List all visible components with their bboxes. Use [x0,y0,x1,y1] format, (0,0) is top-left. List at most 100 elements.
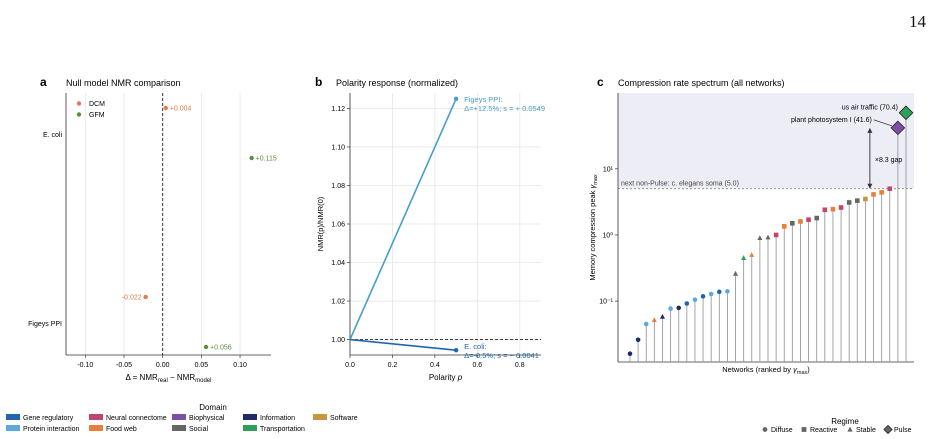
gap-arrow-head-top [867,127,873,133]
data-point [692,297,698,302]
data-point [749,252,755,257]
legend-label: DCM [89,101,105,108]
data-point [846,200,852,205]
domain-label: Information [260,415,295,422]
data-point [863,196,868,202]
threshold-label: next non-Pulse: c. elegans soma (5.0) [621,181,739,188]
y-tick-label: 10⁻¹ [599,299,613,306]
y-tick-label: 1.12 [331,106,345,113]
x-axis-label: Polarity p [429,373,463,382]
data-point [822,207,828,213]
domain-swatch [243,425,257,431]
series-annotation: E. coli: [464,342,487,351]
data-point [879,190,884,195]
data-point [627,351,633,357]
data-point [708,291,714,297]
data-point [781,224,787,229]
regime-marker [883,424,893,435]
domain-legend: Domain Gene regulatory Protein interactio… [6,403,358,433]
y-tick-label: 1.00 [331,337,345,344]
data-point [716,289,722,295]
panel-c-title: Compression rate spectrum (all networks) [618,78,785,88]
data-point [635,337,641,343]
data-label: +0.004 [170,106,192,113]
domain-swatch [172,425,186,431]
data-point [871,192,876,197]
y-category-label: E. coli [43,132,63,139]
panel-a-title: Null model NMR comparison [66,78,181,88]
regime-legend-title: Regime [831,417,859,426]
data-point [830,206,836,212]
data-point [684,301,690,306]
data-label: +0.056 [210,345,232,352]
x-tick-label: 0.2 [388,362,398,369]
y-category-label: Figeys PPI [28,321,62,328]
data-point [757,235,763,241]
domain-swatch [89,414,103,420]
domain-swatch [6,414,20,420]
x-tick-label: 0.8 [515,362,525,369]
pulse-region-shade [618,93,914,189]
domain-swatch [172,414,186,420]
series-endpoint [453,96,459,101]
data-point [790,221,795,226]
regime-label: Diffuse [771,427,793,434]
panel-a-chart: -0.10 -0.05 0.00 0.05 0.10 E. coli Figeys PPI +… [28,93,277,384]
data-point [890,120,906,136]
domain-swatch [313,414,327,420]
data-point [773,232,779,238]
annotation-label: plant photosystem I (41.6) [791,117,872,124]
regime-label: Pulse [894,427,912,434]
series-annotation: Δ=-0.5%; s = − 0.0041 [464,351,539,360]
page-number: 14 [909,12,926,31]
panel-b-letter: b [315,75,322,89]
data-point [676,305,682,311]
annotation-label: us air traffic (70.4) [842,105,898,112]
data-point [700,294,706,299]
y-tick-label: 1.08 [331,183,345,190]
panel-a-letter: a [40,75,47,89]
panel-c-letter: c [597,75,604,89]
domain-label: Biophysical [189,415,225,422]
series-line [349,338,457,351]
data-point [741,255,747,260]
data-point [203,344,209,350]
x-axis-label: Networks (ranked by γmax) [722,365,810,376]
y-axis-label: NMR(p)/NMR(0) [316,196,325,251]
panel-b-title: Polarity response (normalized) [336,78,458,88]
data-label: -0.022 [122,295,142,302]
data-point [732,270,739,276]
gap-arrow-head-bottom [867,183,873,189]
legend-marker [76,101,82,106]
domain-swatch [243,414,257,420]
y-tick-label: 10⁰ [602,231,613,239]
x-tick-label: 0.05 [195,362,209,369]
domain-label: Protein interaction [23,426,80,433]
x-tick-label: 0.6 [472,362,482,369]
domain-label: Software [330,415,358,422]
data-point [659,313,666,319]
x-tick-label: -0.10 [77,362,93,369]
y-tick-label: 10¹ [603,166,614,173]
domain-swatch [6,425,20,431]
domain-label: Neural connectome [106,415,167,422]
legend-label: GFM [89,112,105,119]
regime-marker [847,426,853,432]
y-tick-label: 1.02 [331,299,345,306]
data-point [143,294,148,300]
data-point [854,198,860,203]
x-axis-label: Δ = NMRreal − NMRmodel [126,373,212,384]
data-point [765,234,771,240]
x-tick-label: 0.4 [430,362,440,369]
data-point [643,321,649,327]
domain-label: Social [189,426,209,433]
x-tick-label: 0.0 [345,362,355,369]
legend-marker [76,112,82,117]
y-axis-label: Memory compression peak γmax [588,174,599,281]
data-label: +0.115 [256,156,277,163]
series-annotation: Δ=+12.5%; s = + 0.0549 [464,104,545,113]
regime-legend: Regime Diffuse Reactive Stable Pulse [762,417,912,435]
panel-c-chart: 10⁻¹ 10⁰ 10¹ next non-Pulse: c. elegans som… [588,93,914,376]
domain-label: Food web [106,426,137,433]
